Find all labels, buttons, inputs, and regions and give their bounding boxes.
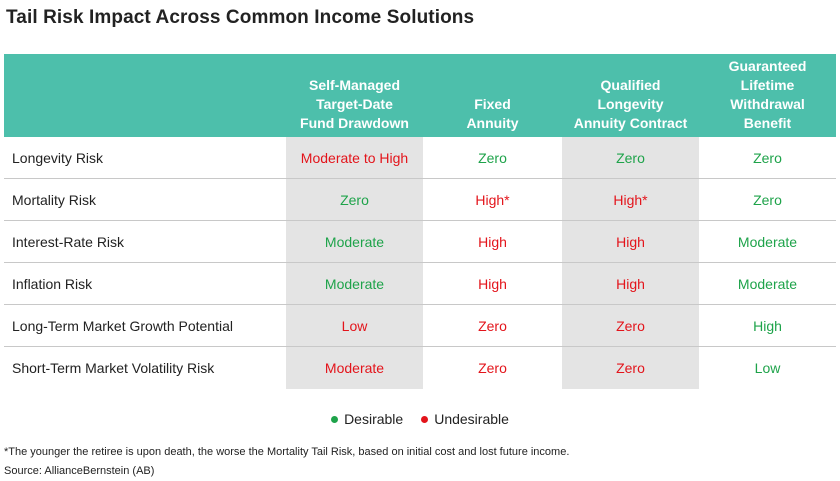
row-label: Long-Term Market Growth Potential xyxy=(12,317,233,334)
page-title: Tail Risk Impact Across Common Income So… xyxy=(6,7,475,28)
table-row: Long-Term Market Growth Potential Low Zero… xyxy=(4,305,836,347)
table-row: Mortality Risk Zero High* High* Zero xyxy=(4,179,836,221)
risk-table: Self-Managed Target-Date Fund Drawdown F… xyxy=(4,54,836,389)
table-cell: Moderate xyxy=(286,347,423,389)
header-cell-empty xyxy=(4,54,286,137)
row-label: Longevity Risk xyxy=(12,149,104,166)
table-header: Self-Managed Target-Date Fund Drawdown F… xyxy=(4,54,836,137)
table-cell: Moderate xyxy=(737,233,798,250)
table-cell: Zero xyxy=(478,149,507,166)
legend-undesirable-label: Undesirable xyxy=(434,411,509,427)
table-cell: High xyxy=(562,221,699,262)
header-qlac: Qualified Longevity Annuity Contract xyxy=(573,77,688,131)
header-target-date-fund: Self-Managed Target-Date Fund Drawdown xyxy=(300,77,409,131)
header-glwb: Guaranteed Lifetime Withdrawal Benefit xyxy=(728,58,807,131)
table-cell: High* xyxy=(475,191,510,208)
table-row: Inflation Risk Moderate High High Moderate xyxy=(4,263,836,305)
table-cell: Zero xyxy=(286,179,423,220)
table-cell: Zero xyxy=(478,317,507,334)
table-cell: Zero xyxy=(562,137,699,178)
legend-desirable: Desirable xyxy=(331,411,403,427)
table-cell: High xyxy=(478,275,507,292)
source-note: Source: AllianceBernstein (AB) xyxy=(4,465,155,477)
footnote: *The younger the retiree is upon death, … xyxy=(4,446,570,458)
table-cell: Moderate xyxy=(286,263,423,304)
table-cell: Zero xyxy=(562,305,699,346)
row-label: Mortality Risk xyxy=(12,191,97,208)
header-fixed-annuity: Fixed Annuity xyxy=(466,96,519,131)
table-cell: Low xyxy=(286,305,423,346)
table-cell: High* xyxy=(562,179,699,220)
table-cell: Zero xyxy=(562,347,699,389)
table-row: Short-Term Market Volatility Risk Moderat… xyxy=(4,347,836,389)
green-dot-icon xyxy=(331,415,339,423)
table-cell: High xyxy=(562,263,699,304)
table-body: Longevity Risk Moderate to High Zero Zero Ze… xyxy=(4,137,836,389)
legend-undesirable: Undesirable xyxy=(421,411,509,427)
table-cell: Moderate to High xyxy=(286,137,423,178)
table-cell: High xyxy=(753,317,782,334)
table-cell: High xyxy=(478,233,507,250)
table-cell: Zero xyxy=(478,360,507,376)
table-cell: Low xyxy=(754,360,781,376)
table-cell: Zero xyxy=(753,149,782,166)
table-cell: Moderate xyxy=(737,275,798,292)
red-dot-icon xyxy=(421,415,429,423)
table-row: Interest-Rate Risk Moderate High High Modera… xyxy=(4,221,836,263)
row-label: Inflation Risk xyxy=(12,275,93,292)
table-row: Longevity Risk Moderate to High Zero Zero Ze… xyxy=(4,137,836,179)
row-label: Interest-Rate Risk xyxy=(12,233,125,250)
row-label: Short-Term Market Volatility Risk xyxy=(12,360,215,376)
table-cell: Zero xyxy=(753,191,782,208)
legend-desirable-label: Desirable xyxy=(344,411,404,427)
legend: Desirable Undesirable xyxy=(0,411,840,427)
table-cell: Moderate xyxy=(286,221,423,262)
